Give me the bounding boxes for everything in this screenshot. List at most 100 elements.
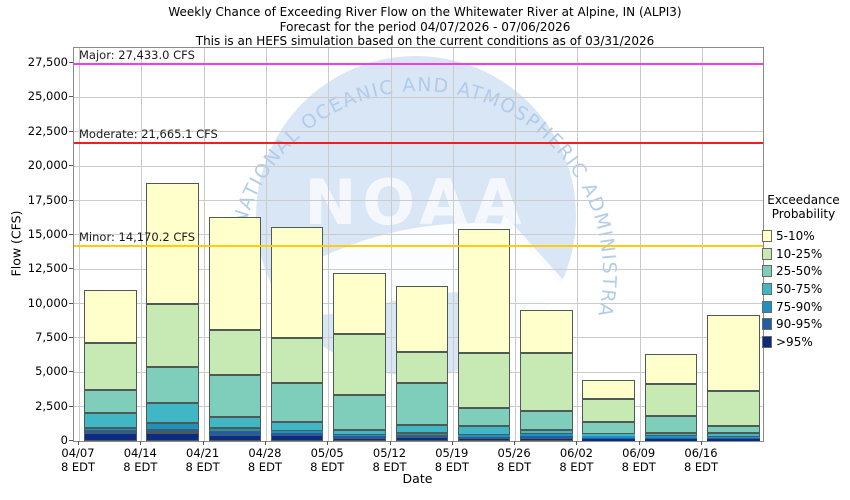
y-tick-mark	[69, 165, 73, 167]
bar-segment	[333, 437, 386, 441]
chart-title-line3: This is an HEFS simulation based on the …	[195, 34, 655, 48]
x-tick-label: 04/14 8 EDT	[109, 446, 171, 474]
bar-segment	[84, 412, 137, 428]
x-tick-label: 04/21 8 EDT	[172, 446, 234, 474]
legend-item: 25-50%	[762, 262, 850, 280]
legend-swatch	[762, 265, 772, 278]
bar-segment	[333, 434, 386, 437]
threshold-line	[74, 245, 763, 248]
bar-segment	[644, 437, 698, 439]
y-tick-mark	[69, 440, 73, 441]
y-tick-label: 5,000	[35, 364, 68, 379]
v-gridline	[203, 48, 205, 441]
x-tick-label: 04/07 8 EDT	[47, 446, 109, 474]
bar-segment	[707, 433, 760, 437]
legend-label: 75-90%	[776, 299, 823, 314]
noaa-acronym: NOAA	[305, 166, 528, 239]
x-tick-label: 05/12 8 EDT	[359, 446, 421, 474]
legend-label: 90-95%	[776, 317, 823, 332]
threshold-label: Minor: 14,170.2 CFS	[79, 230, 196, 245]
bar-segment	[707, 425, 760, 434]
x-tick-time: 8 EDT	[185, 460, 220, 474]
y-tick-mark	[69, 268, 73, 270]
y-tick-label: 20,000	[27, 158, 68, 173]
x-tick-time: 8 EDT	[497, 460, 532, 474]
legend: Exceedance Probability 5-10% 10-25% 25-50%…	[757, 193, 850, 351]
bar-segment	[270, 421, 324, 431]
bar-segment	[146, 433, 199, 441]
bar-segment	[707, 438, 760, 441]
legend-swatch	[762, 300, 772, 313]
x-tick-time: 8 EDT	[60, 460, 96, 474]
v-gridline	[265, 48, 267, 441]
bar-segment	[395, 437, 448, 441]
y-tick-mark	[69, 130, 73, 132]
legend-label: >95%	[776, 334, 813, 349]
legend-swatch	[762, 318, 772, 331]
x-tick-time: 8 EDT	[683, 460, 719, 474]
legend-item: 10-25%	[762, 245, 850, 263]
bar-segment	[395, 285, 448, 353]
x-tick-mark	[264, 441, 266, 445]
v-gridline	[577, 48, 579, 441]
bar-segment	[457, 229, 511, 354]
bar-segment	[582, 379, 635, 400]
x-tick-date: 05/12	[372, 446, 407, 460]
h-gridline	[74, 234, 763, 236]
legend-item: 50-75%	[762, 280, 850, 298]
x-tick-time: 8 EDT	[434, 460, 469, 474]
h-gridline	[74, 268, 763, 270]
legend-item: 90-95%	[762, 315, 850, 333]
h-gridline	[74, 131, 763, 133]
threshold-line	[74, 142, 763, 145]
legend-title-line2: Probability	[771, 207, 836, 221]
bar-segment	[582, 438, 635, 441]
x-tick-date: 06/09	[622, 446, 656, 460]
bar-segment	[84, 430, 137, 434]
bar-segment	[146, 182, 199, 304]
bar-segment	[644, 415, 698, 433]
bar-segment	[84, 390, 137, 413]
h-gridline	[74, 200, 763, 202]
y-tick-label: 27,500	[27, 55, 68, 70]
v-gridline	[515, 48, 517, 441]
h-gridline	[74, 96, 763, 98]
y-tick-label: 17,500	[27, 192, 68, 207]
bar-segment	[333, 430, 386, 435]
h-gridline	[74, 165, 763, 167]
bar-segment	[582, 436, 635, 438]
bar-segment	[270, 433, 324, 435]
y-tick-label: 10,000	[27, 295, 68, 310]
x-tick-time: 8 EDT	[247, 460, 282, 474]
bar-segment	[333, 333, 386, 395]
bar-segment	[457, 436, 511, 438]
v-gridline	[141, 48, 143, 441]
threshold-line	[74, 63, 763, 66]
bar-segment	[208, 434, 262, 441]
bar-segment	[146, 402, 199, 424]
bar-segment	[395, 352, 448, 383]
bar-segment	[520, 353, 573, 412]
x-tick-time: 8 EDT	[559, 460, 594, 474]
chart-title: Weekly Chance of Exceeding River Flow on…	[0, 5, 850, 49]
legend-items: 5-10% 10-25% 25-50% 50-75% 75-90% 90-95% >95%	[757, 227, 850, 351]
bar-segment	[457, 353, 511, 408]
bar-segment	[520, 436, 573, 438]
bar-segment	[395, 425, 448, 433]
y-tick-label: 12,500	[27, 261, 68, 276]
v-gridline	[79, 48, 80, 441]
x-tick-mark	[389, 441, 391, 445]
v-gridline	[390, 48, 392, 441]
x-tick-date: 06/02	[559, 446, 593, 460]
x-tick-mark	[638, 441, 640, 445]
bar-segment	[457, 408, 511, 426]
bar-segment	[520, 310, 573, 354]
bar-segment	[582, 437, 635, 439]
threshold-label: Moderate: 21,665.1 CFS	[79, 127, 218, 142]
x-tick-mark	[451, 441, 453, 445]
x-tick-time: 8 EDT	[310, 460, 345, 474]
bar-segment	[582, 399, 635, 422]
bar-segment	[582, 421, 635, 434]
legend-swatch	[762, 229, 772, 242]
